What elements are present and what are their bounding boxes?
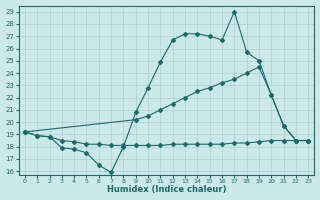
X-axis label: Humidex (Indice chaleur): Humidex (Indice chaleur) xyxy=(107,185,226,194)
